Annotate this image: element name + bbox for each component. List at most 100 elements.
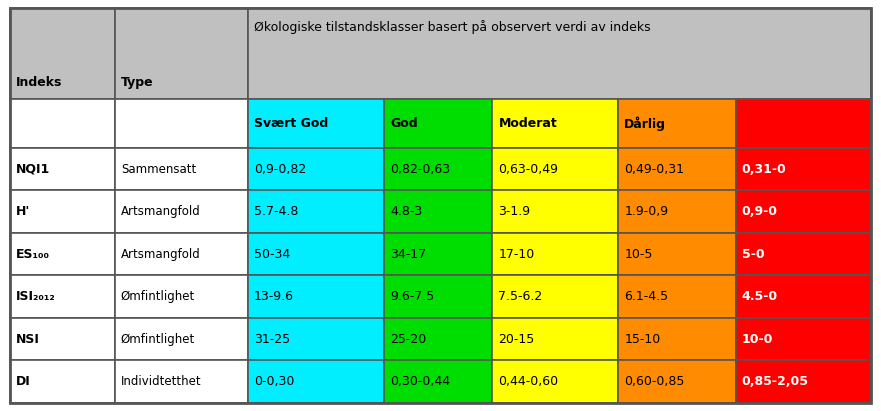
Text: Sammensatt: Sammensatt — [121, 162, 196, 175]
Bar — [736, 190, 871, 233]
Text: God: God — [390, 117, 418, 130]
Bar — [10, 318, 115, 360]
Text: 25-20: 25-20 — [390, 332, 426, 346]
Text: Individtetthet: Individtetthet — [121, 375, 202, 388]
Text: 3-1.9: 3-1.9 — [499, 205, 530, 218]
Bar — [618, 190, 736, 233]
Bar — [384, 190, 492, 233]
Bar — [248, 8, 871, 99]
Bar — [736, 233, 871, 275]
Text: 0,60-0,85: 0,60-0,85 — [625, 375, 685, 388]
Bar — [492, 360, 618, 403]
Text: 1.9-0,9: 1.9-0,9 — [625, 205, 669, 218]
Bar — [115, 233, 248, 275]
Text: H': H' — [16, 205, 30, 218]
Text: Moderat: Moderat — [499, 117, 557, 130]
Text: DI: DI — [16, 375, 31, 388]
Text: NSI: NSI — [16, 332, 40, 346]
Text: 9.6-7.5: 9.6-7.5 — [390, 290, 434, 303]
Text: 15-10: 15-10 — [625, 332, 661, 346]
Bar — [115, 318, 248, 360]
Text: 6.1-4.5: 6.1-4.5 — [625, 290, 669, 303]
Bar — [736, 275, 871, 318]
Text: 0,82-0,63: 0,82-0,63 — [390, 162, 450, 175]
Bar — [618, 275, 736, 318]
Bar — [492, 148, 618, 190]
Bar — [248, 275, 384, 318]
Bar — [736, 99, 871, 148]
Bar — [384, 233, 492, 275]
Text: 0,9-0: 0,9-0 — [742, 205, 778, 218]
Text: Indeks: Indeks — [16, 76, 63, 89]
Bar — [492, 318, 618, 360]
Text: 0,49-0,31: 0,49-0,31 — [625, 162, 685, 175]
Bar — [618, 99, 736, 148]
Bar — [115, 99, 248, 148]
Text: Artsmangfold: Artsmangfold — [121, 247, 201, 261]
Bar — [248, 318, 384, 360]
Bar — [10, 190, 115, 233]
Text: Type: Type — [121, 76, 153, 89]
Text: Svært Dårlig: Svært Dårlig — [742, 116, 830, 131]
Text: 5-0: 5-0 — [742, 247, 765, 261]
Bar — [384, 99, 492, 148]
Text: 13-9.6: 13-9.6 — [254, 290, 294, 303]
Bar — [115, 360, 248, 403]
Bar — [618, 148, 736, 190]
Bar — [384, 148, 492, 190]
Bar — [492, 233, 618, 275]
Bar — [618, 318, 736, 360]
Text: Ømfintlighet: Ømfintlighet — [121, 332, 195, 346]
Bar — [492, 99, 618, 148]
Bar — [10, 360, 115, 403]
Bar — [10, 8, 115, 99]
Bar — [115, 8, 248, 99]
Bar — [384, 318, 492, 360]
Text: ISI₂₀₁₂: ISI₂₀₁₂ — [16, 290, 56, 303]
Text: 0,44-0,60: 0,44-0,60 — [499, 375, 559, 388]
Text: Ømfintlighet: Ømfintlighet — [121, 290, 195, 303]
Text: 4.5-0: 4.5-0 — [742, 290, 778, 303]
Bar — [492, 190, 618, 233]
Text: 0,9-0,82: 0,9-0,82 — [254, 162, 307, 175]
Bar — [248, 190, 384, 233]
Bar — [736, 318, 871, 360]
Text: 7.5-6.2: 7.5-6.2 — [499, 290, 543, 303]
Text: Dårlig: Dårlig — [625, 116, 666, 131]
Bar — [248, 148, 384, 190]
Text: ES₁₀₀: ES₁₀₀ — [16, 247, 50, 261]
Bar — [736, 148, 871, 190]
Text: 31-25: 31-25 — [254, 332, 290, 346]
Bar — [618, 233, 736, 275]
Text: 17-10: 17-10 — [499, 247, 535, 261]
Bar — [10, 148, 115, 190]
Text: Artsmangfold: Artsmangfold — [121, 205, 201, 218]
Text: 10-0: 10-0 — [742, 332, 774, 346]
Text: Økologiske tilstandsklasser basert på observert verdi av indeks: Økologiske tilstandsklasser basert på ob… — [254, 20, 651, 34]
Bar — [10, 233, 115, 275]
Text: 0,30-0,44: 0,30-0,44 — [390, 375, 450, 388]
Bar — [492, 275, 618, 318]
Bar — [10, 99, 115, 148]
Bar — [618, 360, 736, 403]
Text: Svært God: Svært God — [254, 117, 329, 130]
Text: 0,31-0: 0,31-0 — [742, 162, 787, 175]
Text: 0-0,30: 0-0,30 — [254, 375, 294, 388]
Text: 20-15: 20-15 — [499, 332, 535, 346]
Text: NQI1: NQI1 — [16, 162, 50, 175]
Text: 0,63-0,49: 0,63-0,49 — [499, 162, 559, 175]
Bar — [115, 190, 248, 233]
Bar — [248, 233, 384, 275]
Text: 4.8-3: 4.8-3 — [390, 205, 423, 218]
Bar — [248, 99, 384, 148]
Text: 0,85-2,05: 0,85-2,05 — [742, 375, 809, 388]
Text: 5.7-4.8: 5.7-4.8 — [254, 205, 299, 218]
Bar — [384, 360, 492, 403]
Text: 50-34: 50-34 — [254, 247, 291, 261]
Bar — [736, 360, 871, 403]
Bar — [115, 148, 248, 190]
Text: 34-17: 34-17 — [390, 247, 426, 261]
Bar — [115, 275, 248, 318]
Text: 10-5: 10-5 — [625, 247, 653, 261]
Bar — [10, 275, 115, 318]
